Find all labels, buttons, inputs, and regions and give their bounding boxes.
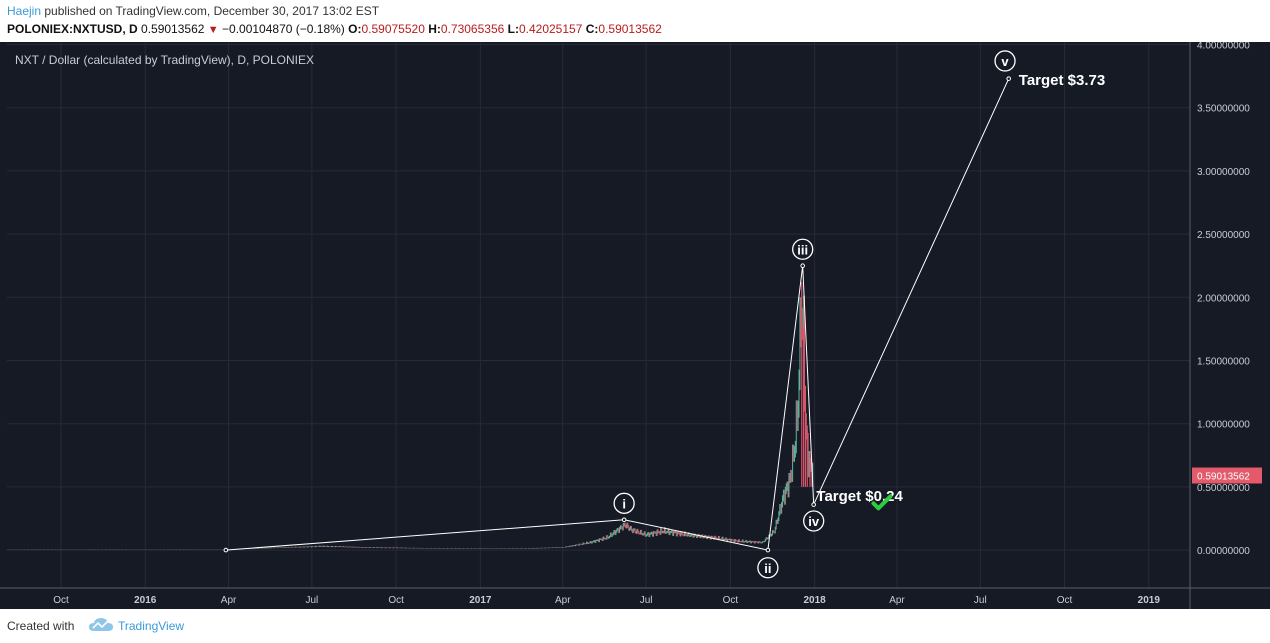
x-tick-label: Apr [555, 595, 571, 606]
y-tick-label: 1.50000000 [1197, 357, 1250, 368]
x-tick-label: Oct [53, 595, 69, 606]
x-tick-label: Apr [889, 595, 905, 606]
price-series [6, 282, 814, 550]
wave-label-circle [803, 510, 825, 532]
y-tick-label: 3.50000000 [1197, 104, 1250, 115]
y-tick-label: 0.00000000 [1197, 546, 1250, 557]
down-triangle-icon: ▼ [207, 24, 219, 36]
x-tick-label: Jul [640, 595, 653, 606]
close-value: 0.59013562 [598, 22, 662, 36]
wave-label: i [622, 496, 626, 511]
author-link[interactable]: Haejin [7, 4, 42, 18]
publish-header: Haejin published on TradingView.com, Dec… [0, 0, 1270, 42]
high-value: 0.73065356 [440, 22, 505, 36]
check-mark-icon [871, 494, 893, 511]
wave-label-circle [613, 492, 635, 514]
y-tick-label: 2.50000000 [1197, 230, 1250, 241]
x-tick-label: 2017 [469, 595, 492, 606]
grid [7, 42, 1190, 588]
low-label: L: [507, 22, 519, 36]
low-value: 0.42025157 [518, 22, 583, 36]
wave-point [1006, 76, 1012, 81]
y-tick-label: 4.00000000 [1197, 42, 1250, 52]
target-annotation: Target $3.73 [1019, 72, 1105, 89]
annotations: Target $3.73 Target $0.24 [816, 72, 1105, 511]
x-tick-label: Apr [221, 595, 237, 606]
wave-line [225, 78, 1010, 551]
wave-point [811, 502, 816, 507]
x-tick-label: 2016 [134, 595, 157, 606]
footer: Created with TradingView [0, 609, 1270, 643]
target-annotation: Target $0.24 [816, 488, 903, 505]
last-price-tag-label: 0.59013562 [1197, 472, 1250, 483]
y-tick-label: 0.50000000 [1197, 483, 1250, 494]
wave-label: iv [808, 514, 820, 529]
x-tick-label: 2019 [1138, 595, 1161, 606]
wave-point [621, 517, 627, 523]
wave-label-circle [792, 238, 814, 260]
price-change: −0.00104870 (−0.18%) [222, 22, 345, 36]
wave-point [800, 263, 805, 269]
last-price-tag [1192, 467, 1262, 484]
open-value: 0.59075520 [361, 22, 425, 36]
x-tick-label: Oct [388, 595, 404, 606]
quote-line: POLONIEX:NXTUSD, D 0.59013562 ▼ −0.00104… [7, 22, 662, 36]
created-with-text: Created with [7, 619, 75, 633]
wave-point [765, 547, 771, 553]
close-label: C: [585, 22, 599, 36]
axes: 4.00000000 3.50000000 3.00000000 2.50000000… [0, 41, 1270, 609]
x-tick-label: Oct [723, 595, 739, 606]
tradingview-link[interactable]: TradingView [118, 619, 185, 633]
chart-title: NXT / Dollar (calculated by TradingView)… [15, 53, 314, 67]
x-tick-label: Jul [306, 595, 319, 606]
publish-line: Haejin published on TradingView.com, Dec… [7, 4, 379, 18]
wave-label: v [1001, 54, 1009, 69]
symbol-label: POLONIEX:NXTUSD, D [7, 22, 138, 36]
high-label: H: [428, 22, 441, 36]
y-tick-label: 1.00000000 [1197, 420, 1250, 431]
x-tick-label: 2018 [803, 595, 826, 606]
published-text: published on TradingView.com, December 3… [44, 4, 380, 18]
wave-point [223, 547, 229, 553]
wave-label-circle [757, 557, 779, 579]
wave-label: iii [797, 242, 808, 257]
cloud-logo-icon [88, 617, 114, 638]
x-tick-label: Jul [974, 595, 987, 606]
y-tick-label: 2.00000000 [1197, 293, 1250, 304]
chart-area[interactable]: i ii iii iv v Target $3.73 Target $0.24 4.000… [0, 41, 1270, 609]
wave-label-circle [994, 50, 1016, 72]
x-tick-label: Oct [1057, 595, 1073, 606]
last-price: 0.59013562 [141, 22, 205, 36]
y-tick-label: 3.00000000 [1197, 167, 1250, 178]
wave-label: ii [764, 561, 771, 576]
open-label: O: [348, 22, 362, 36]
